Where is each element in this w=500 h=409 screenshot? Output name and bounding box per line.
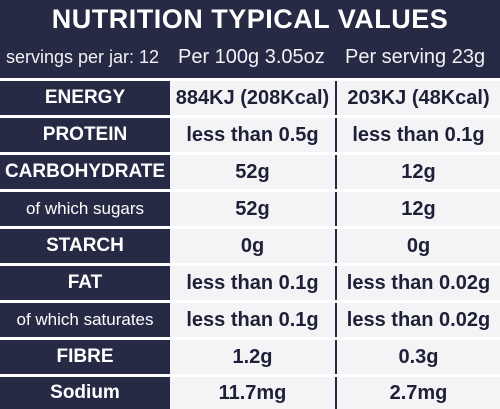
per-100g-header: Per 100g 3.05oz	[178, 46, 325, 68]
row-divider	[0, 337, 500, 340]
table-row: CARBOHYDRATE 52g 12g	[0, 155, 500, 189]
row-divider	[0, 78, 500, 81]
nutrient-name: FIBRE	[56, 346, 114, 367]
nutrient-name: of which saturates	[16, 310, 154, 329]
value-per-100g: less than 0.5g	[170, 118, 335, 152]
table-row: Sodium 11.7mg 2.7mg	[0, 377, 500, 409]
value-per-serving: 12g	[337, 192, 500, 226]
value-per-100g: less than 0.1g	[170, 266, 335, 300]
value-per-serving: less than 0.02g	[337, 303, 500, 337]
table-row: FIBRE 1.2g 0.3g	[0, 340, 500, 374]
value-per-serving: 203KJ (48Kcal)	[337, 81, 500, 115]
value-per-100g: 52g	[170, 155, 335, 189]
label-title: NUTRITION TYPICAL VALUES	[51, 4, 449, 34]
row-divider	[0, 300, 500, 303]
value-per-serving: 12g	[337, 155, 500, 189]
per-serving-header: Per serving 23g	[345, 46, 486, 68]
table-row: of which sugars 52g 12g	[0, 192, 500, 226]
value-per-serving: less than 0.02g	[337, 266, 500, 300]
row-divider	[0, 226, 500, 229]
nutrition-table: ENERGY 884KJ (208Kcal) 203KJ (48Kcal) PR…	[0, 78, 500, 409]
row-divider	[0, 189, 500, 192]
value-per-serving: 0.3g	[337, 340, 500, 374]
value-per-100g: 884KJ (208Kcal)	[170, 81, 335, 115]
value-per-serving: 2.7mg	[337, 377, 500, 409]
table-row: STARCH 0g 0g	[0, 229, 500, 263]
value-per-100g: less than 0.1g	[170, 303, 335, 337]
servings-per-jar: servings per jar: 12	[6, 47, 160, 67]
value-per-serving: 0g	[337, 229, 500, 263]
table-row: PROTEIN less than 0.5g less than 0.1g	[0, 118, 500, 152]
nutrient-name: Sodium	[50, 382, 120, 403]
row-divider	[0, 374, 500, 377]
table-row: of which saturates less than 0.1g less t…	[0, 303, 500, 337]
row-divider	[0, 152, 500, 155]
value-per-100g: 0g	[170, 229, 335, 263]
column-header: servings per jar: 12 Per 100g 3.05oz Per…	[0, 38, 500, 76]
nutrient-name: of which sugars	[25, 199, 145, 218]
nutrient-name: PROTEIN	[42, 124, 128, 145]
value-per-serving: less than 0.1g	[337, 118, 500, 152]
row-divider	[0, 115, 500, 118]
table-row: FAT less than 0.1g less than 0.02g	[0, 266, 500, 300]
nutrient-name: FAT	[67, 272, 103, 293]
nutrient-name: CARBOHYDRATE	[4, 161, 166, 182]
value-per-100g: 52g	[170, 192, 335, 226]
nutrient-name: STARCH	[46, 235, 124, 256]
nutrient-name: ENERGY	[44, 87, 126, 108]
value-per-100g: 1.2g	[170, 340, 335, 374]
value-per-100g: 11.7mg	[170, 377, 335, 409]
row-divider	[0, 263, 500, 266]
table-row: ENERGY 884KJ (208Kcal) 203KJ (48Kcal)	[0, 81, 500, 115]
